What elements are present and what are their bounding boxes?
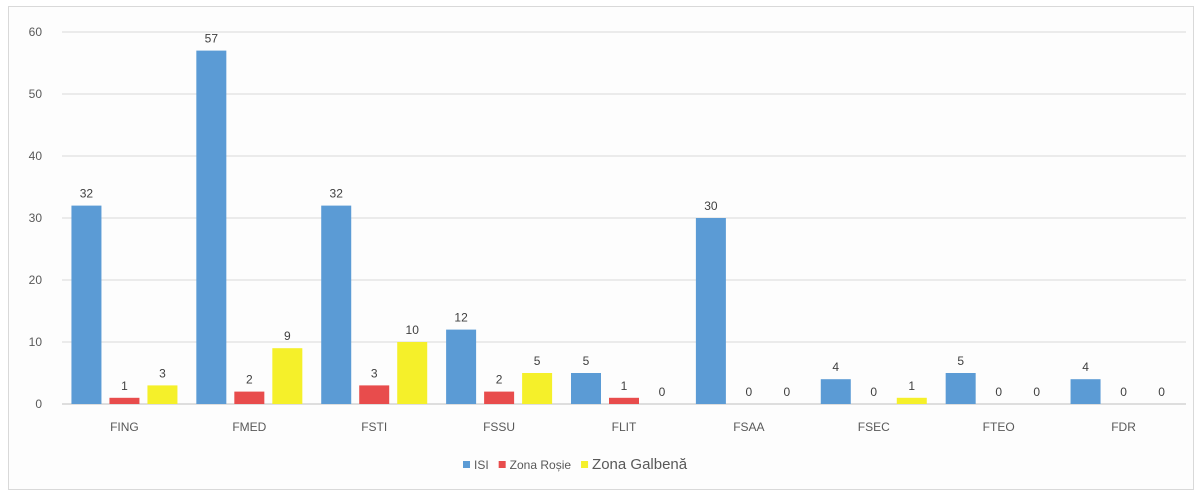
x-tick-label-fssu: FSSU xyxy=(483,420,515,434)
data-label-fdr-series-0: 4 xyxy=(1082,360,1089,374)
data-label-fteo-series-2: 0 xyxy=(1033,385,1040,399)
y-tick-label-30: 30 xyxy=(29,211,43,225)
data-label-fssu-series-0: 12 xyxy=(454,311,468,325)
data-label-fing-series-1: 1 xyxy=(121,379,128,393)
data-label-fmed-series-0: 57 xyxy=(205,32,219,46)
data-label-flit-series-0: 5 xyxy=(583,354,590,368)
data-label-fsti-series-1: 3 xyxy=(371,366,378,380)
bar-fsti-series-1 xyxy=(359,385,390,404)
x-tick-label-fsaa: FSAA xyxy=(733,420,764,434)
data-label-fsec-series-1: 0 xyxy=(870,385,877,399)
data-label-fdr-series-2: 0 xyxy=(1158,385,1165,399)
legend-label-0: ISI xyxy=(474,458,489,472)
bar-fsti-series-2 xyxy=(397,342,428,404)
bar-fing-series-2 xyxy=(147,385,178,404)
bar-flit-series-1 xyxy=(609,397,639,404)
bar-fing-series-0 xyxy=(71,205,102,404)
x-tick-label-flit: FLIT xyxy=(612,420,637,434)
bar-fing-series-1 xyxy=(109,397,140,404)
data-label-fsti-series-0: 32 xyxy=(330,187,344,201)
y-tick-label-10: 10 xyxy=(29,335,43,349)
legend-swatch-2 xyxy=(581,461,589,468)
legend-swatch-0 xyxy=(463,461,470,468)
x-tick-label-fing: FING xyxy=(110,420,139,434)
y-tick-label-60: 60 xyxy=(29,25,43,39)
data-label-flit-series-1: 1 xyxy=(621,379,628,393)
bar-fssu-series-2 xyxy=(522,373,553,404)
data-label-fsaa-series-0: 30 xyxy=(704,199,718,213)
data-label-fteo-series-0: 5 xyxy=(957,354,964,368)
y-tick-label-20: 20 xyxy=(29,273,43,287)
bar-fmed-series-1 xyxy=(234,391,265,404)
data-label-fteo-series-1: 0 xyxy=(995,385,1002,399)
y-tick-label-0: 0 xyxy=(35,397,42,411)
bar-fsec-series-2 xyxy=(896,397,927,404)
bar-fteo-series-0 xyxy=(945,373,976,404)
data-label-fsec-series-0: 4 xyxy=(832,360,839,374)
bar-fsti-series-0 xyxy=(321,205,352,404)
x-tick-label-fdr: FDR xyxy=(1111,420,1136,434)
data-label-fssu-series-1: 2 xyxy=(496,373,503,387)
bar-flit-series-0 xyxy=(571,373,601,404)
x-tick-label-fsec: FSEC xyxy=(858,420,890,434)
data-label-fing-series-0: 32 xyxy=(80,187,94,201)
bar-fsec-series-0 xyxy=(820,379,851,404)
bar-fdr-series-0 xyxy=(1070,379,1101,404)
data-label-fsaa-series-2: 0 xyxy=(784,385,791,399)
data-label-flit-series-2: 0 xyxy=(659,385,666,399)
bar-fssu-series-0 xyxy=(446,329,477,404)
data-label-fdr-series-1: 0 xyxy=(1120,385,1127,399)
x-tick-label-fsti: FSTI xyxy=(361,420,387,434)
y-tick-label-40: 40 xyxy=(29,149,43,163)
data-label-fsec-series-2: 1 xyxy=(908,379,915,393)
bar-fsaa-series-0 xyxy=(695,218,726,404)
legend-label-2: Zona Galbenă xyxy=(592,456,688,473)
data-label-fing-series-2: 3 xyxy=(159,366,166,380)
data-label-fmed-series-1: 2 xyxy=(246,373,253,387)
legend-swatch-1 xyxy=(498,461,506,468)
y-tick-label-50: 50 xyxy=(29,87,43,101)
data-label-fssu-series-2: 5 xyxy=(534,354,541,368)
data-label-fmed-series-2: 9 xyxy=(284,329,291,343)
x-tick-label-fteo: FTEO xyxy=(983,420,1015,434)
bar-fssu-series-1 xyxy=(484,391,515,404)
data-label-fsaa-series-1: 0 xyxy=(746,385,753,399)
legend-label-1: Zona Roșie xyxy=(510,458,572,472)
bar-fmed-series-0 xyxy=(196,50,227,404)
data-label-fsti-series-2: 10 xyxy=(406,323,420,337)
x-tick-label-fmed: FMED xyxy=(232,420,266,434)
bar-fmed-series-2 xyxy=(272,348,303,404)
